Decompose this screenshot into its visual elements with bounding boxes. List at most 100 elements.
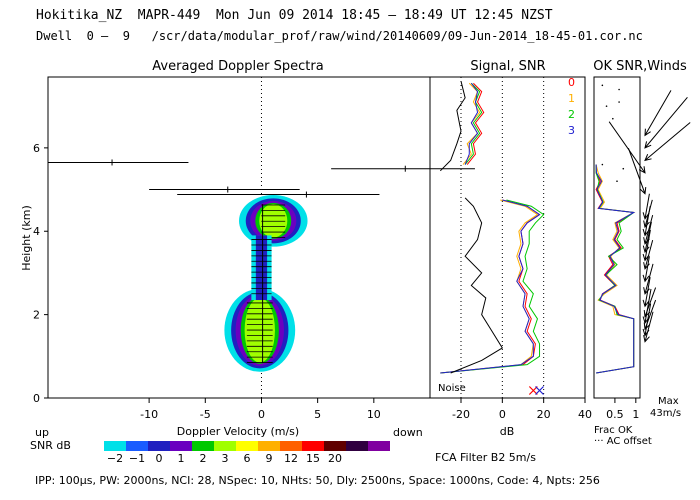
ac-offset-dot <box>616 180 618 183</box>
wind-arrow <box>644 90 672 137</box>
x-tick-label: -5 <box>200 408 211 421</box>
noise-marker <box>535 386 544 395</box>
wind-arrow <box>642 221 652 254</box>
ac-offset-dot <box>605 105 608 107</box>
x-tick-label: -20 <box>452 408 470 421</box>
x-tick-label: -10 <box>140 408 158 421</box>
wind-arrow <box>642 256 650 283</box>
wind-arrow <box>642 288 652 325</box>
colorbar-label: −1 <box>129 452 145 465</box>
colorbar-label: 12 <box>284 452 298 465</box>
ac-offset-dot <box>618 88 620 91</box>
x-tick-label: 20 <box>537 408 551 421</box>
wind-arrow <box>644 122 691 162</box>
colorbar-swatch <box>280 441 302 451</box>
y-tick-label: 6 <box>33 142 40 155</box>
doppler-spectra-panel: -10 -5 0 5 10 0 2 4 6 <box>33 76 475 421</box>
wind-arrow <box>643 287 657 318</box>
frac-ok-profile <box>595 164 636 374</box>
winds-frame <box>593 76 641 399</box>
spectra-xlabel: Doppler Velocity (m/s) <box>177 425 299 438</box>
snr-profile-upper <box>466 82 485 165</box>
wind-arrow <box>643 311 654 343</box>
subtitle-line: Dwell 0 — 9 /scr/data/modular_prof/raw/w… <box>36 29 643 43</box>
x-tick-label: 1 <box>632 408 639 421</box>
wind-arrow <box>627 147 647 195</box>
beam-legend-0: 0 <box>568 76 575 89</box>
colorbar-swatch <box>368 441 390 451</box>
x-tick-label: 40 <box>578 408 592 421</box>
x-tick-label: 0 <box>499 408 506 421</box>
snr-contour <box>259 204 288 238</box>
spectra-ylabel: Height (km) <box>20 205 33 271</box>
colorbar-swatch <box>104 441 126 451</box>
y-tick-label: 4 <box>33 225 40 238</box>
colorbar-label: 1 <box>178 452 185 465</box>
colorbar-label: 2 <box>200 452 207 465</box>
signal-xlabel: dB <box>500 425 515 438</box>
y-tick-label: 2 <box>33 309 40 322</box>
snr-contour <box>255 235 268 301</box>
x-tick-label: 10 <box>367 408 381 421</box>
wind-arrow <box>608 121 646 174</box>
x-tick-label: 5 <box>314 408 321 421</box>
colorbar-swatch <box>346 441 368 451</box>
snr-profile-upper <box>464 82 483 165</box>
wind-arrow <box>643 299 657 331</box>
snr-profile-lower <box>440 199 545 374</box>
ac-offset-dot <box>622 167 625 170</box>
colorbar-swatch <box>148 441 170 451</box>
wind-arrow <box>643 263 654 295</box>
title-line: Hokitika_NZ MAPR-449 Mon Jun 09 2014 18:… <box>36 8 553 23</box>
colorbar-swatch <box>258 441 280 451</box>
snr-profile-lower <box>440 199 541 374</box>
colorbar-label: 3 <box>222 452 229 465</box>
signal-frame <box>429 76 586 399</box>
colorbar-swatch <box>126 441 148 451</box>
colorbar-label: 15 <box>306 452 320 465</box>
colorbar-swatch <box>302 441 324 451</box>
colorbar-swatch <box>324 441 346 451</box>
wind-arrow <box>644 96 688 149</box>
spectra-title: Averaged Doppler Spectra <box>152 59 323 74</box>
signal-snr-panel: -20 0 20 40 0 1 2 3 <box>429 76 592 421</box>
ac-offset-dot <box>618 101 620 103</box>
wind-arrow <box>643 215 654 245</box>
x-tick-label: 0 <box>258 408 265 421</box>
wind-arrow <box>642 229 651 262</box>
ac-offset-dot <box>601 84 604 87</box>
ac-offset-dot <box>612 117 614 120</box>
wind-arrow <box>642 193 650 220</box>
fca-filter-label: FCA Filter B2 5m/s <box>435 451 536 464</box>
colorbar-label: 6 <box>244 452 251 465</box>
colorbar-label: 20 <box>328 452 342 465</box>
max-label: Max <box>658 396 679 407</box>
colorbar-swatch <box>192 441 214 451</box>
signal-profile-upper <box>439 81 466 172</box>
signal-title: Signal, SNR <box>470 59 545 74</box>
snr-colorbar: −2 −1 0 1 2 3 6 9 12 15 20 <box>104 441 390 465</box>
x-tick-label: 0.5 <box>606 408 624 421</box>
noise-label: Noise <box>438 383 466 394</box>
beam-legend-1: 1 <box>568 92 575 105</box>
beam-legend-3: 3 <box>568 124 575 137</box>
down-note: down <box>393 426 423 439</box>
winds-title: OK SNR,Winds <box>593 59 687 74</box>
colorbar-label: −2 <box>107 452 123 465</box>
beam-legend-2: 2 <box>568 108 575 121</box>
frac-ok-profile <box>595 164 636 374</box>
colorbar-label: 0 <box>156 452 163 465</box>
ac-offset-dot <box>601 163 604 166</box>
y-tick-label: 0 <box>33 392 40 405</box>
colorbar-label: 9 <box>266 452 273 465</box>
up-note: up <box>35 426 49 439</box>
max-value: 43m/s <box>650 408 681 419</box>
colorbar-swatch <box>236 441 258 451</box>
ok-snr-winds-panel: 0.5 1 <box>593 76 691 421</box>
wind-arrow <box>642 277 651 308</box>
colorbar-swatch <box>170 441 192 451</box>
colorbar-swatch <box>214 441 236 451</box>
noise-marker <box>528 386 538 395</box>
snr-profile-upper <box>464 82 479 165</box>
